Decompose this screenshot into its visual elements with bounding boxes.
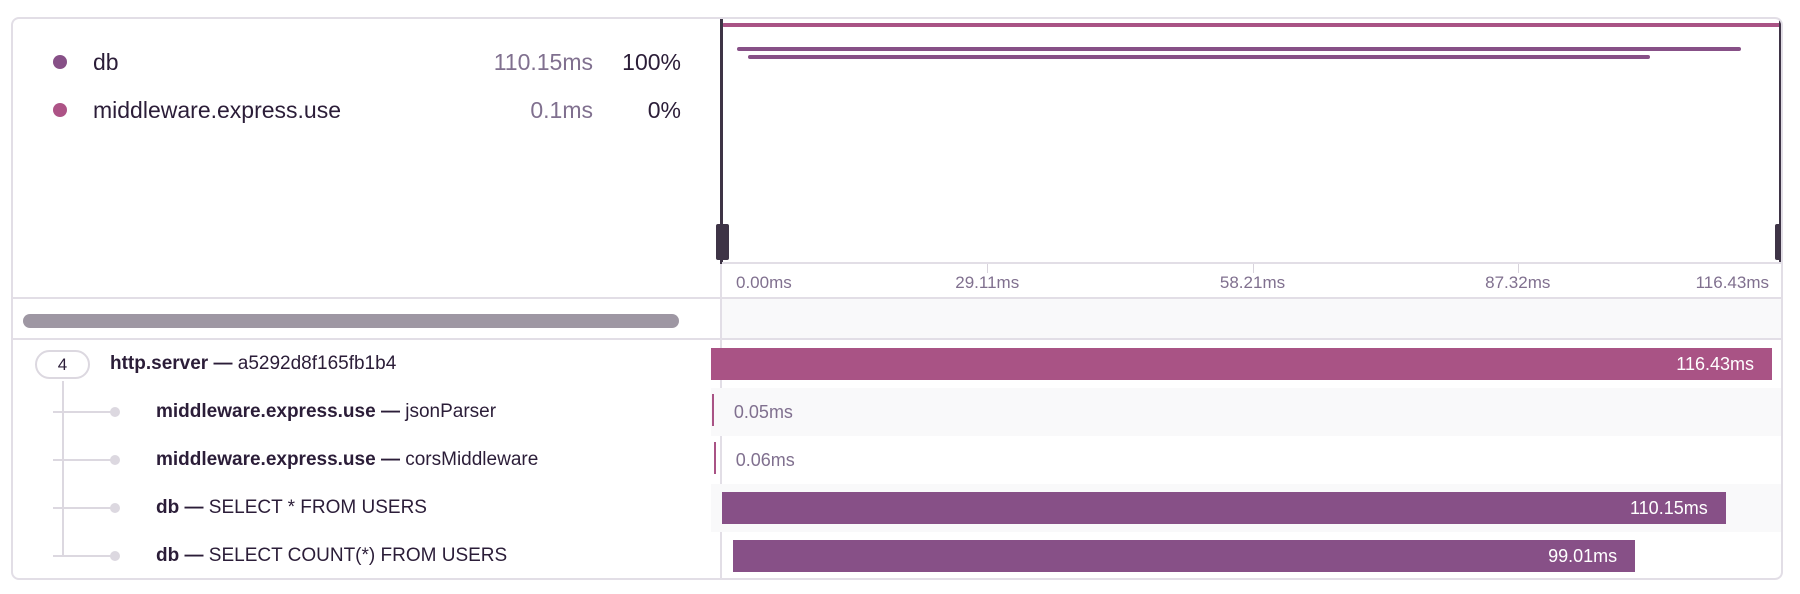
span-op: middleware.express.use [156,449,376,470]
span-bar[interactable] [711,348,1772,380]
span-title: db — SELECT * FROM USERS [156,484,427,532]
minimap-right-handle[interactable] [1775,224,1781,260]
minimap-right-handle-line[interactable] [1779,19,1781,264]
legend-item-middleware: middleware.express.use 0.1ms 0% [13,95,713,125]
span-duration-label: 0.05ms [733,402,793,422]
legend-name: middleware.express.use [93,97,342,123]
tree-connector [53,411,113,413]
axis-line [722,262,1781,264]
tree-node-dot-icon [110,455,120,465]
span-row[interactable]: http.server — a5292d8f165fb1b4 116.43ms [13,340,1781,388]
span-row[interactable]: db — SELECT * FROM USERS 110.15ms [13,484,1781,532]
span-row[interactable]: middleware.express.use — jsonParser 0.05m… [13,388,1781,436]
minimap-span-line [722,23,1781,27]
span-separator: — [375,449,406,470]
tree-connector [53,459,113,461]
span-op: middleware.express.use [156,401,376,422]
horizontal-scrollbar[interactable] [23,314,679,328]
children-count: 4 [57,355,68,374]
tree-node-dot-icon [110,503,120,513]
axis-tick [1517,264,1519,273]
legend-name: db [93,49,119,75]
span-title: middleware.express.use — jsonParser [156,388,496,436]
span-duration-label: 116.43ms [1676,354,1754,374]
span-bar[interactable] [711,394,714,426]
minimap-left-handle[interactable] [716,224,729,260]
minimap[interactable] [722,19,1781,264]
span-title: db — SELECT COUNT(*) FROM USERS [156,532,508,578]
span-bar[interactable] [721,492,1726,524]
axis-tick-label: 29.11ms [955,273,1020,292]
row-stripe [711,388,1781,436]
legend-item-db: db 110.15ms 100% [13,47,713,77]
span-separator: — [179,497,209,518]
span-description: a5292d8f165fb1b4 [237,353,397,374]
legend-duration: 0.1ms [530,97,593,123]
span-description: corsMiddleware [405,449,539,470]
span-description: jsonParser [405,401,497,422]
span-title: http.server — a5292d8f165fb1b4 [110,340,396,388]
legend-percent: 100% [622,49,681,75]
span-op: db [156,545,180,566]
legend-duration: 110.15ms [493,49,593,75]
axis-tick [1252,264,1254,273]
divider [13,338,1781,340]
span-description: SELECT COUNT(*) FROM USERS [208,545,508,566]
scroll-row-bg [722,299,1781,338]
axis-tick-label: 116.43ms [1695,273,1769,292]
tree-connector [62,381,64,555]
span-bar[interactable] [732,540,1636,572]
minimap-left-handle-line[interactable] [720,19,723,264]
tree-connector [53,555,113,557]
span-description: SELECT * FROM USERS [208,497,427,518]
span-op: db [156,497,180,518]
tree-connector [53,507,113,509]
axis-tick-label: 0.00ms [736,273,792,292]
legend-dot-icon [53,103,67,117]
span-duration-label: 99.01ms [1548,546,1618,566]
span-row[interactable]: middleware.express.use — corsMiddleware 0… [13,436,1781,484]
axis-tick-label: 87.32ms [1485,273,1551,292]
span-row[interactable]: db — SELECT COUNT(*) FROM USERS 99.01ms [13,532,1781,578]
divider [13,297,1781,299]
axis-tick [987,264,989,273]
span-separator: — [179,545,209,566]
minimap-span-line [736,47,1741,51]
legend-dot-icon [53,55,67,69]
trace-view: db 110.15ms 100% middleware.express.use … [11,17,1783,580]
span-title: middleware.express.use — corsMiddleware [156,436,538,484]
axis-tick-label: 58.21ms [1219,273,1286,292]
span-duration-label: 0.06ms [735,450,795,470]
minimap-span-line [747,55,1651,59]
span-duration-label: 110.15ms [1630,498,1708,518]
span-separator: — [375,401,406,422]
span-separator: — [208,353,238,374]
tree-node-dot-icon [110,551,120,561]
legend-percent: 0% [647,97,681,123]
collapse-children-button[interactable]: 4 [35,350,90,379]
tree-node-dot-icon [110,407,120,417]
span-op: http.server [110,353,209,374]
span-bar[interactable] [713,442,716,474]
